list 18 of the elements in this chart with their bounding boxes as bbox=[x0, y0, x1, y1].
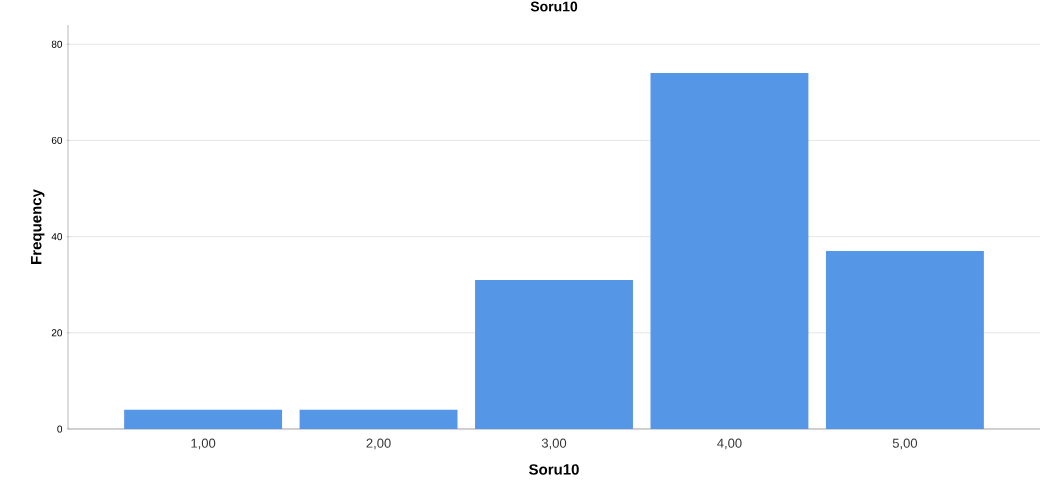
y-tick-label: 60 bbox=[51, 136, 63, 144]
x-tick-label: 2,00 bbox=[366, 438, 391, 450]
x-tick-label: 3,00 bbox=[541, 438, 567, 450]
y-tick-label: 40 bbox=[51, 233, 63, 241]
y-tick-label: 20 bbox=[51, 329, 63, 337]
y-tick-label: 0 bbox=[57, 425, 63, 433]
x-tick-label: 4,00 bbox=[717, 438, 742, 450]
chart-title: Soru10 bbox=[530, 1, 578, 12]
bar bbox=[124, 409, 283, 429]
x-tick-label: 5,00 bbox=[892, 438, 918, 450]
x-tick-label: 1,00 bbox=[191, 438, 216, 450]
bar bbox=[825, 251, 984, 429]
bar bbox=[299, 409, 458, 429]
bar bbox=[650, 73, 809, 429]
y-tick-label: 80 bbox=[51, 40, 63, 48]
bar bbox=[475, 279, 633, 429]
y-axis-title: Frequency bbox=[31, 189, 45, 264]
x-axis-title: Soru10 bbox=[529, 464, 579, 475]
